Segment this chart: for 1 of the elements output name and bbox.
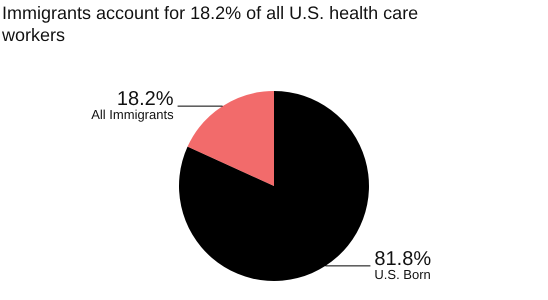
chart-title: Immigrants account for 18.2% of all U.S. health care workers [2, 2, 420, 46]
